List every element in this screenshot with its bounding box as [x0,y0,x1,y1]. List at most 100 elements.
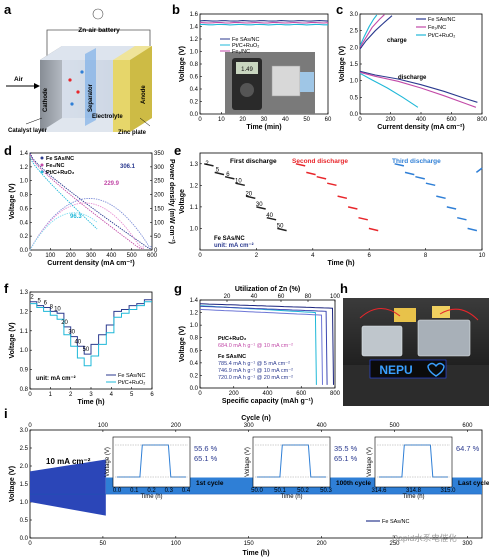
y-tick-label: 1.1 [190,205,199,211]
voltage-curve [29,154,144,250]
x-tick-label: 2 [255,253,259,259]
efficiency-label: 55.6 % [194,444,218,453]
x-tick-label: 500 [127,253,138,259]
discharge-curve [359,72,419,108]
inset-tick-label: 50.3 [320,488,332,494]
x-tick-label: 3 [89,392,93,398]
y2-tick-label: 0 [154,248,158,254]
current-label: 40 [266,213,273,219]
y-tick-label: 2.0 [20,464,29,470]
zinc-plate-label: Zinc plate [118,130,147,136]
y-tick-label: 1.0 [20,348,29,354]
discharge-step [214,171,225,176]
y-tick-label: 1.5 [20,482,29,488]
discharge-step [306,171,316,176]
x-tick-label: 10 [479,253,486,259]
fe-cap-20: 720.0 mA h g⁻¹ @ 20 mA cm⁻² [218,375,293,381]
y2-tick-label: 350 [154,151,165,157]
legend-ptc: Pt/C+RuO₂ [46,170,75,176]
current-label: 6 [44,301,48,307]
panel-letter: f [4,281,9,296]
power-curve [29,202,144,251]
x-tick-label: 6 [368,253,372,259]
heart-icon [427,362,445,377]
x-tick-label: 5 [130,392,134,398]
fe-name: Fe SAs/NC [218,354,246,360]
y-tick-label: 0.0 [20,248,29,254]
y2-axis-label: Power density (mW cm⁻²) [168,159,175,244]
y-axis-label: Voltage [179,189,186,214]
x2-tick-label: 80 [305,294,312,300]
x2-tick-label: 400 [317,423,328,429]
panel-c: c 0 200 400 600 800 0.0 0.5 1.0 1.5 2.0 2.5 3.0 Curr… [336,2,488,131]
legend-fe3: Fe₃/NC [428,25,446,31]
discharge-step [277,227,287,232]
current-label: 40 [74,339,81,345]
peak-fe-sas: 306.1 [120,164,136,170]
panel-d: d 0 100 200 300 400 500 6000.00.20.40.60.81.01… [4,143,175,267]
current-label: 2 [30,295,34,301]
axes-c: 0 200 400 600 800 0.0 0.5 1.0 1.5 2.0 2.5 3.0 Curren… [339,12,488,131]
panel-i: i 0 50 100 150 200 250 300 0.0 0.5 1.0 1.5 2.0 2.5 3.… [4,406,489,557]
x-tick-label: 4 [311,253,315,259]
discharge-step [394,163,405,167]
y-tick-label: 0.2 [190,100,199,106]
y-tick-label: 1.5 [350,62,359,68]
y-tick-label: 1.4 [190,25,199,31]
y-tick-label: 2.5 [350,29,359,35]
y-tick-label: 0.0 [190,112,199,118]
x-tick-label: 300 [86,253,97,259]
x-tick-label: 200 [66,253,77,259]
y-tick-label: 1.0 [190,50,199,56]
x-tick-label: 400 [262,391,273,397]
x-tick-label: 0 [28,253,32,259]
discharge-step [316,175,327,180]
x2-axis-label: Utilization of Zn (%) [235,286,300,293]
x-axis-label: Time (h) [327,260,354,267]
x2-tick-label: 40 [251,294,258,300]
x-tick-label: 30 [261,117,268,123]
y-tick-label: 1.0 [350,79,359,85]
efficiency-label: 35.5 % [334,444,358,453]
y-tick-label: 0.8 [20,193,29,199]
y-tick-label: 0.6 [20,206,29,212]
inset-x-label: Time (h) [140,494,162,500]
y-tick-label: 0.4 [190,361,199,367]
x-tick-label: 400 [416,117,427,123]
y-tick-label: 0.2 [20,234,29,240]
discharge-step [235,182,245,187]
current-label: 2 [205,161,209,167]
power-curve [29,198,153,251]
x2-tick-label: 500 [390,423,401,429]
inset-tick-label: 50.1 [274,488,286,494]
capacity-curve [199,305,328,385]
inset-tick-label: 0.1 [130,488,139,494]
current-label: 5 [37,299,41,305]
inset-tick-label: 50.0 [251,488,263,494]
y-tick-label: 0.8 [190,336,199,342]
legend-fe-sas: Fe SAs/NC [428,17,456,23]
discharge-step [347,206,358,210]
axes-g: 0 200 400 600 800 0.0 0.2 0.4 0.6 0.8 1.0 1.2 1.4 Spe… [179,286,341,405]
panel-g: g 0 200 400 600 800 0.0 0.2 0.4 0.6 0.8 1.0 1.2 1.4 S… [174,281,341,405]
x-tick-label: 0 [198,253,202,259]
series-ptc [30,301,152,367]
cathode-label: Cathode [43,87,49,112]
discharge-annotation: discharge [398,75,427,81]
x-tick-label: 20 [239,117,246,123]
y2-tick-label: 100 [154,220,165,226]
y-axis-label: Voltage (V) [9,322,16,358]
x-tick-label: 800 [330,391,341,397]
x-tick-label: 0 [198,391,202,397]
panel-b: b 0 10 20 30 40 50 60 0.0 0.2 0.4 0.6 0.8 1.0 1.2 1.4 1… [172,2,332,131]
ptc-capacity: 684.0 mA h g⁻¹ @ 10 mA cm⁻² [218,343,293,349]
fe-cap-10: 746.9 mA h g⁻¹ @ 10 mA cm⁻² [218,368,293,374]
inset-x-label: Time (h) [402,494,424,500]
x-axis-label: Specific capacity (mAh g⁻¹) [222,398,313,405]
x-tick-label: 10 [218,117,225,123]
current-label: 6 [226,172,230,178]
y-tick-label: 1.2 [190,311,199,317]
y-axis-label: Voltage (V) [9,183,16,219]
